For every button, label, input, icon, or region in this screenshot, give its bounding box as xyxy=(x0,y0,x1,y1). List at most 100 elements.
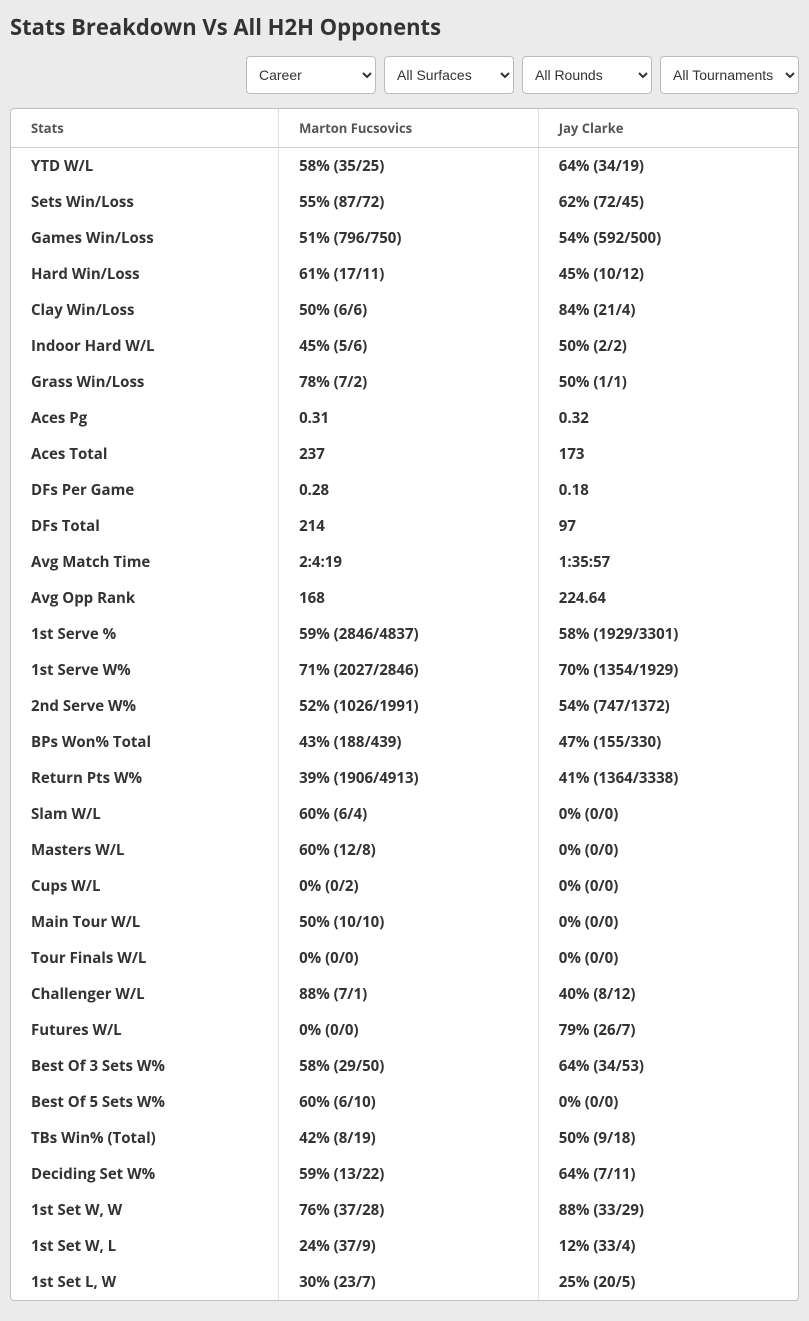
stat-value-player1: 24% (37/9) xyxy=(279,1228,539,1264)
stat-value-player2: 54% (592/500) xyxy=(538,220,798,256)
table-row: Aces Pg0.310.32 xyxy=(11,400,798,436)
stat-value-player1: 43% (188/439) xyxy=(279,724,539,760)
table-row: Return Pts W%39% (1906/4913)41% (1364/33… xyxy=(11,760,798,796)
stat-label: Grass Win/Loss xyxy=(11,364,279,400)
table-row: Games Win/Loss51% (796/750)54% (592/500) xyxy=(11,220,798,256)
stat-label: YTD W/L xyxy=(11,148,279,185)
stat-value-player2: 0% (0/0) xyxy=(538,940,798,976)
filter-round[interactable]: All Rounds xyxy=(522,56,652,94)
stat-value-player1: 30% (23/7) xyxy=(279,1264,539,1300)
stat-value-player1: 50% (6/6) xyxy=(279,292,539,328)
stat-value-player1: 45% (5/6) xyxy=(279,328,539,364)
stat-value-player1: 55% (87/72) xyxy=(279,184,539,220)
stat-value-player1: 0% (0/0) xyxy=(279,1012,539,1048)
filter-tour[interactable]: All Tournaments xyxy=(660,56,799,94)
table-row: Main Tour W/L50% (10/10)0% (0/0) xyxy=(11,904,798,940)
stat-value-player1: 237 xyxy=(279,436,539,472)
stat-value-player1: 0% (0/0) xyxy=(279,940,539,976)
stat-value-player1: 76% (37/28) xyxy=(279,1192,539,1228)
table-row: Clay Win/Loss50% (6/6)84% (21/4) xyxy=(11,292,798,328)
table-row: Grass Win/Loss78% (7/2)50% (1/1) xyxy=(11,364,798,400)
table-row: DFs Per Game0.280.18 xyxy=(11,472,798,508)
table-row: Cups W/L0% (0/2)0% (0/0) xyxy=(11,868,798,904)
stat-value-player2: 0% (0/0) xyxy=(538,796,798,832)
table-row: Sets Win/Loss55% (87/72)62% (72/45) xyxy=(11,184,798,220)
table-row: Avg Opp Rank168224.64 xyxy=(11,580,798,616)
stat-label: Masters W/L xyxy=(11,832,279,868)
stat-value-player1: 60% (12/8) xyxy=(279,832,539,868)
filter-period[interactable]: Career xyxy=(246,56,376,94)
stat-value-player1: 58% (29/50) xyxy=(279,1048,539,1084)
stat-value-player2: 0% (0/0) xyxy=(538,904,798,940)
stat-value-player2: 70% (1354/1929) xyxy=(538,652,798,688)
stat-label: Futures W/L xyxy=(11,1012,279,1048)
stat-value-player2: 12% (33/4) xyxy=(538,1228,798,1264)
stat-value-player1: 61% (17/11) xyxy=(279,256,539,292)
stat-value-player1: 168 xyxy=(279,580,539,616)
stat-label: DFs Total xyxy=(11,508,279,544)
stat-value-player1: 42% (8/19) xyxy=(279,1120,539,1156)
table-row: Best Of 3 Sets W%58% (29/50)64% (34/53) xyxy=(11,1048,798,1084)
stat-label: DFs Per Game xyxy=(11,472,279,508)
page-title: Stats Breakdown Vs All H2H Opponents xyxy=(10,12,799,42)
stat-label: Indoor Hard W/L xyxy=(11,328,279,364)
table-row: Challenger W/L88% (7/1)40% (8/12) xyxy=(11,976,798,1012)
stat-label: Return Pts W% xyxy=(11,760,279,796)
stat-value-player1: 214 xyxy=(279,508,539,544)
table-row: 1st Set W, W76% (37/28)88% (33/29) xyxy=(11,1192,798,1228)
stat-value-player2: 84% (21/4) xyxy=(538,292,798,328)
stat-value-player2: 64% (7/11) xyxy=(538,1156,798,1192)
table-row: YTD W/L58% (35/25)64% (34/19) xyxy=(11,148,798,185)
stat-label: Aces Total xyxy=(11,436,279,472)
stat-value-player2: 224.64 xyxy=(538,580,798,616)
stat-value-player2: 50% (2/2) xyxy=(538,328,798,364)
table-header-row: Stats Marton Fucsovics Jay Clarke xyxy=(11,109,798,148)
table-row: DFs Total21497 xyxy=(11,508,798,544)
stat-label: BPs Won% Total xyxy=(11,724,279,760)
stat-value-player2: 47% (155/330) xyxy=(538,724,798,760)
stat-value-player2: 50% (1/1) xyxy=(538,364,798,400)
stat-value-player2: 64% (34/19) xyxy=(538,148,798,185)
filter-bar: Career All Surfaces All Rounds All Tourn… xyxy=(10,56,799,94)
stat-value-player1: 52% (1026/1991) xyxy=(279,688,539,724)
table-row: Futures W/L0% (0/0)79% (26/7) xyxy=(11,1012,798,1048)
stat-value-player2: 0% (0/0) xyxy=(538,1084,798,1120)
table-row: Indoor Hard W/L45% (5/6)50% (2/2) xyxy=(11,328,798,364)
table-row: Aces Total237173 xyxy=(11,436,798,472)
stat-label: Avg Match Time xyxy=(11,544,279,580)
stat-label: Games Win/Loss xyxy=(11,220,279,256)
stat-value-player2: 62% (72/45) xyxy=(538,184,798,220)
stat-label: Best Of 3 Sets W% xyxy=(11,1048,279,1084)
stat-label: TBs Win% (Total) xyxy=(11,1120,279,1156)
stat-label: Clay Win/Loss xyxy=(11,292,279,328)
stat-value-player1: 59% (13/22) xyxy=(279,1156,539,1192)
stat-value-player1: 78% (7/2) xyxy=(279,364,539,400)
stat-value-player2: 0% (0/0) xyxy=(538,832,798,868)
table-row: TBs Win% (Total)42% (8/19)50% (9/18) xyxy=(11,1120,798,1156)
stat-label: 1st Serve W% xyxy=(11,652,279,688)
stat-label: Avg Opp Rank xyxy=(11,580,279,616)
table-row: Tour Finals W/L0% (0/0)0% (0/0) xyxy=(11,940,798,976)
filter-surface[interactable]: All Surfaces xyxy=(384,56,514,94)
stat-value-player1: 50% (10/10) xyxy=(279,904,539,940)
table-row: Avg Match Time2:4:191:35:57 xyxy=(11,544,798,580)
stat-value-player2: 79% (26/7) xyxy=(538,1012,798,1048)
col-header-stats: Stats xyxy=(11,109,279,148)
stat-label: 2nd Serve W% xyxy=(11,688,279,724)
stats-table-container: Stats Marton Fucsovics Jay Clarke YTD W/… xyxy=(10,108,799,1301)
stat-value-player1: 0% (0/2) xyxy=(279,868,539,904)
stat-value-player1: 60% (6/10) xyxy=(279,1084,539,1120)
table-row: 1st Set W, L24% (37/9)12% (33/4) xyxy=(11,1228,798,1264)
stat-label: Best Of 5 Sets W% xyxy=(11,1084,279,1120)
stat-label: Slam W/L xyxy=(11,796,279,832)
stat-label: Deciding Set W% xyxy=(11,1156,279,1192)
stat-value-player1: 71% (2027/2846) xyxy=(279,652,539,688)
table-row: BPs Won% Total43% (188/439)47% (155/330) xyxy=(11,724,798,760)
col-header-player2: Jay Clarke xyxy=(538,109,798,148)
table-row: 2nd Serve W%52% (1026/1991)54% (747/1372… xyxy=(11,688,798,724)
stats-table: Stats Marton Fucsovics Jay Clarke YTD W/… xyxy=(11,109,798,1300)
stat-value-player2: 54% (747/1372) xyxy=(538,688,798,724)
stat-value-player2: 45% (10/12) xyxy=(538,256,798,292)
stat-value-player2: 97 xyxy=(538,508,798,544)
col-header-player1: Marton Fucsovics xyxy=(279,109,539,148)
